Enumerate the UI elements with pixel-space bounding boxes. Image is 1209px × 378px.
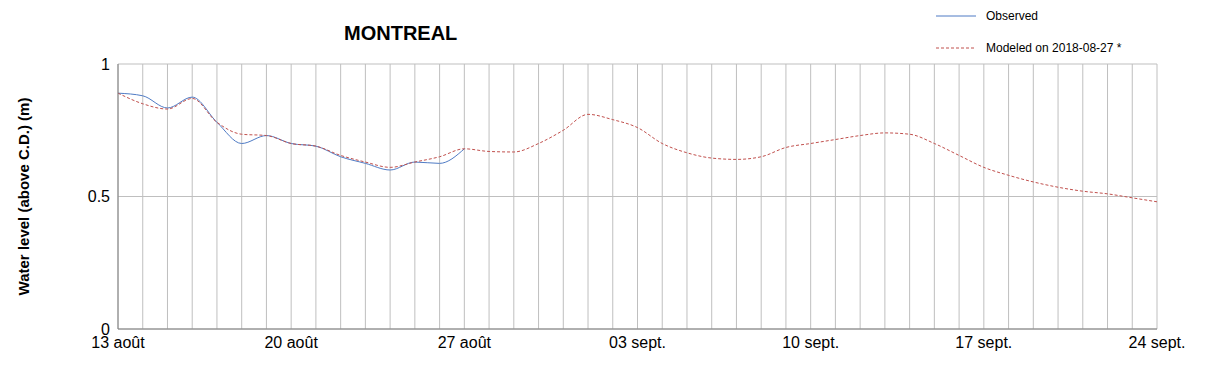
html-text:MONTREAL: MONTREAL	[344, 22, 458, 44]
svg-text:03 sept.: 03 sept.	[609, 334, 666, 351]
svg-text:13 août: 13 août	[91, 334, 145, 351]
svg-text:17 sept.: 17 sept.	[955, 334, 1012, 351]
svg-text:1: 1	[101, 56, 110, 73]
svg-text:27 août: 27 août	[438, 334, 492, 351]
svg-text:0.5: 0.5	[88, 188, 110, 205]
html-text:Modeled on 2018-08-27 *: Modeled on 2018-08-27 *	[986, 41, 1122, 55]
svg-text:24 sept.: 24 sept.	[1129, 334, 1186, 351]
svg-text:Water level (above C.D.) (m): Water level (above C.D.) (m)	[15, 98, 32, 296]
svg-text:20 août: 20 août	[264, 334, 318, 351]
svg-text:10 sept.: 10 sept.	[782, 334, 839, 351]
html-text:Observed: Observed	[986, 9, 1038, 23]
svg-text:0: 0	[101, 321, 110, 338]
